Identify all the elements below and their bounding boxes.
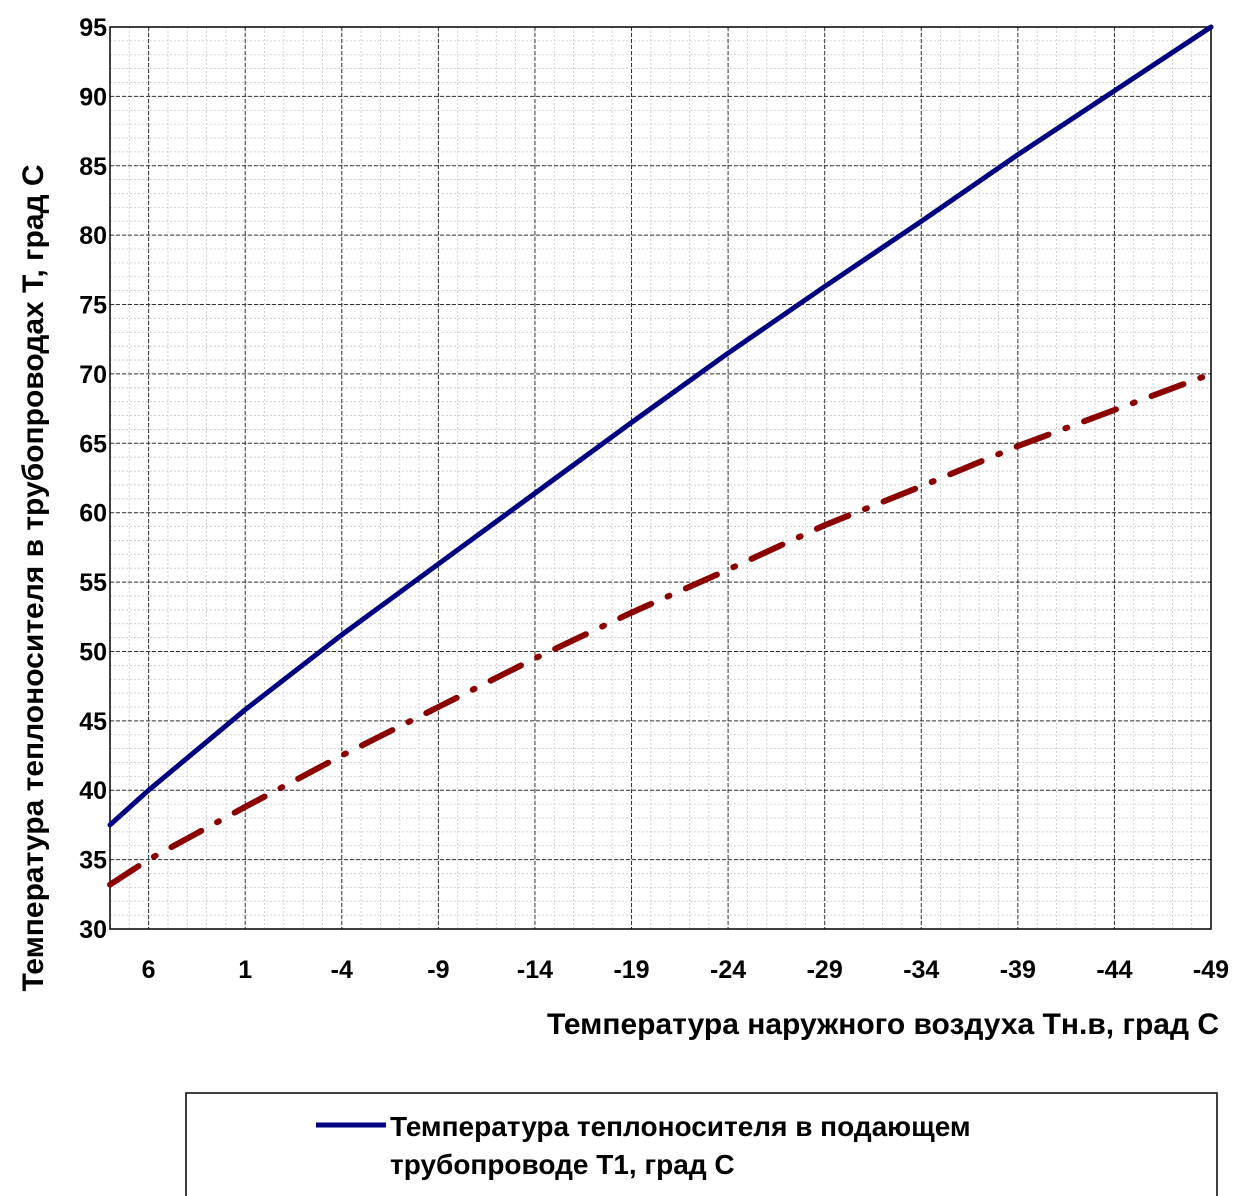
y-axis-ticks: 30 35 40 45 50 55 60 65 70 75 80 85 90 95: [79, 14, 107, 944]
y-tick-label: 35: [79, 847, 107, 875]
y-tick-label: 95: [79, 14, 107, 42]
x-tick-label: 6: [142, 956, 156, 984]
y-tick-label: 45: [79, 708, 107, 736]
x-tick-label: -29: [807, 956, 843, 984]
y-tick-label: 80: [79, 222, 107, 250]
x-tick-label: 1: [238, 956, 252, 984]
y-tick-label: 55: [79, 569, 107, 597]
x-tick-label: -39: [1000, 956, 1036, 984]
y-tick-label: 40: [79, 777, 107, 805]
series-line-2: [107, 370, 1214, 888]
y-tick-label: 85: [79, 153, 107, 181]
minor-gridlines: [109, 26, 1212, 930]
series-line-1: [107, 24, 1214, 828]
legend-label-line: Температура теплоносителя в подающем: [390, 1111, 971, 1142]
y-tick-label: 65: [79, 430, 107, 458]
y-tick-label: 70: [79, 361, 107, 389]
y-axis-title: Температура теплоносителя в трубопровода…: [17, 164, 50, 991]
x-tick-label: -44: [1096, 956, 1132, 984]
legend-label-line: трубопроводе Т1, град С: [390, 1149, 735, 1180]
x-axis-ticks: 6 1 -4 -9 -14 -19 -24 -29 -34 -39 -44 -49: [142, 956, 1229, 984]
major-gridlines: [110, 26, 1212, 930]
x-axis-title: Температура наружного воздуха Тн.в, град…: [547, 1008, 1219, 1041]
x-tick-label: -9: [427, 956, 449, 984]
y-tick-label: 75: [79, 292, 107, 320]
y-tick-label: 60: [79, 500, 107, 528]
plot-area-frame: [109, 26, 1212, 930]
x-tick-label: -34: [903, 956, 939, 984]
x-tick-label: -19: [613, 956, 649, 984]
x-tick-label: -14: [517, 956, 553, 984]
legend-label-1: Температура теплоносителя в подающем труб…: [390, 1111, 971, 1180]
y-tick-label: 90: [79, 83, 107, 111]
x-tick-label: -24: [710, 956, 746, 984]
legend-box: [185, 1092, 1218, 1196]
y-tick-label: 30: [79, 916, 107, 944]
legend: Температура теплоносителя в подающем труб…: [185, 1092, 1218, 1196]
series-layer: [107, 24, 1214, 888]
x-tick-label: -49: [1193, 956, 1229, 984]
y-tick-label: 50: [79, 638, 107, 666]
x-tick-label: -4: [331, 956, 353, 984]
